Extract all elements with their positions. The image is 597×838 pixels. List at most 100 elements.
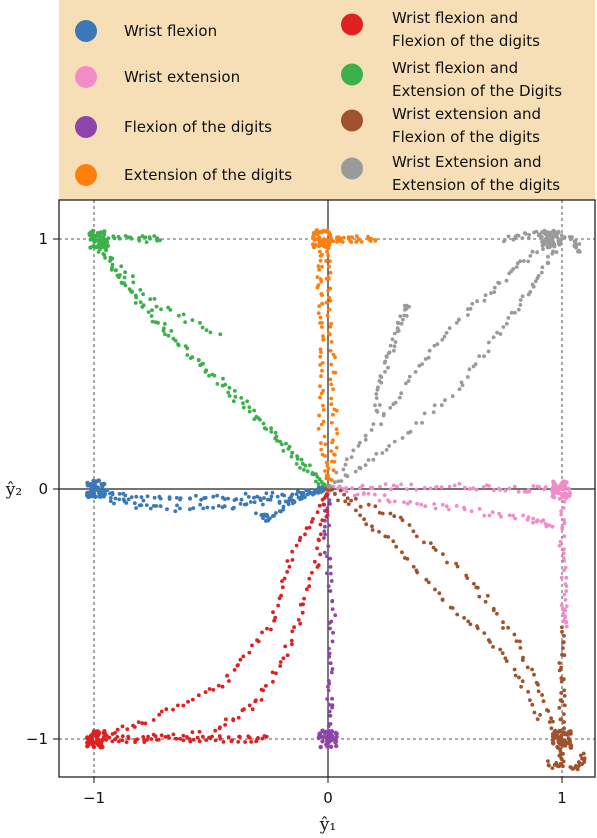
data-point (262, 734, 267, 738)
data-point (208, 330, 213, 335)
data-point (240, 708, 245, 713)
data-point (96, 250, 101, 254)
data-point (562, 592, 567, 597)
x-tick-label: −1 (83, 789, 105, 807)
data-point (159, 307, 163, 312)
data-point (320, 452, 325, 457)
data-point (136, 720, 141, 724)
data-point (191, 506, 196, 511)
data-point (514, 265, 519, 269)
data-point (559, 512, 564, 517)
data-point (346, 235, 351, 240)
data-point (327, 709, 332, 714)
data-point (181, 738, 186, 743)
data-point (468, 622, 473, 627)
data-point (334, 734, 339, 739)
data-point (331, 630, 335, 635)
data-point (545, 245, 550, 250)
data-point (318, 395, 322, 400)
data-point (582, 756, 587, 761)
data-point (516, 307, 521, 312)
data-point (91, 478, 96, 484)
data-point (324, 514, 329, 519)
data-point (329, 321, 333, 326)
data-point (269, 494, 274, 499)
legend-marker (75, 116, 97, 138)
data-point (117, 739, 121, 744)
data-point (178, 497, 183, 502)
data-point (183, 320, 188, 324)
data-point (334, 743, 339, 749)
data-point (188, 356, 193, 360)
data-point (322, 496, 327, 500)
data-point (151, 504, 156, 508)
data-point (325, 697, 330, 701)
data-point (477, 594, 482, 599)
data-point (533, 279, 538, 284)
data-point (277, 501, 282, 505)
data-point (328, 324, 333, 329)
data-point (541, 699, 546, 703)
data-point (101, 244, 107, 250)
data-point (327, 476, 331, 481)
data-point (561, 506, 566, 510)
y-tick-label: 0 (38, 480, 48, 498)
data-point (534, 229, 539, 234)
data-point (454, 321, 459, 325)
data-point (431, 545, 436, 550)
data-point (327, 621, 332, 625)
data-point (227, 679, 231, 683)
data-point (530, 702, 535, 707)
data-point (562, 608, 566, 612)
legend-label: Wrist flexion and Flexion of the digits (392, 9, 540, 50)
data-point (318, 744, 323, 750)
data-point (307, 584, 312, 589)
data-point (265, 626, 269, 631)
data-point (133, 740, 138, 744)
data-point (551, 495, 557, 500)
data-point (459, 380, 464, 385)
data-point (85, 740, 90, 745)
data-point (358, 486, 362, 490)
data-point (287, 444, 292, 449)
data-point (319, 490, 324, 494)
data-point (327, 295, 331, 300)
data-point (211, 688, 216, 692)
data-point (280, 493, 285, 497)
data-point (173, 338, 178, 343)
data-point (328, 571, 333, 576)
data-point (181, 703, 186, 708)
data-point (331, 412, 335, 417)
data-point (562, 534, 567, 539)
data-point (117, 236, 122, 241)
data-point (317, 538, 321, 543)
data-point (562, 694, 567, 698)
data-point (386, 535, 391, 539)
data-point (320, 321, 324, 325)
data-point (320, 325, 324, 329)
data-point (560, 629, 564, 634)
data-point (328, 744, 334, 749)
data-point (332, 459, 337, 464)
data-point (223, 723, 228, 727)
data-point (315, 510, 320, 515)
data-point (259, 513, 264, 517)
data-point (560, 625, 564, 630)
data-point (185, 353, 190, 357)
data-point (444, 504, 449, 509)
data-point (144, 240, 149, 245)
data-point (239, 396, 244, 400)
data-point (498, 647, 503, 652)
data-point (285, 570, 290, 574)
data-point (86, 491, 91, 496)
series-points (85, 478, 331, 523)
data-point (317, 503, 322, 508)
data-point (560, 741, 565, 746)
data-point (401, 317, 405, 322)
data-point (110, 732, 115, 736)
data-point (320, 361, 325, 365)
data-point (265, 497, 270, 502)
data-point (250, 643, 254, 648)
data-point (327, 735, 332, 741)
data-point (295, 454, 299, 459)
